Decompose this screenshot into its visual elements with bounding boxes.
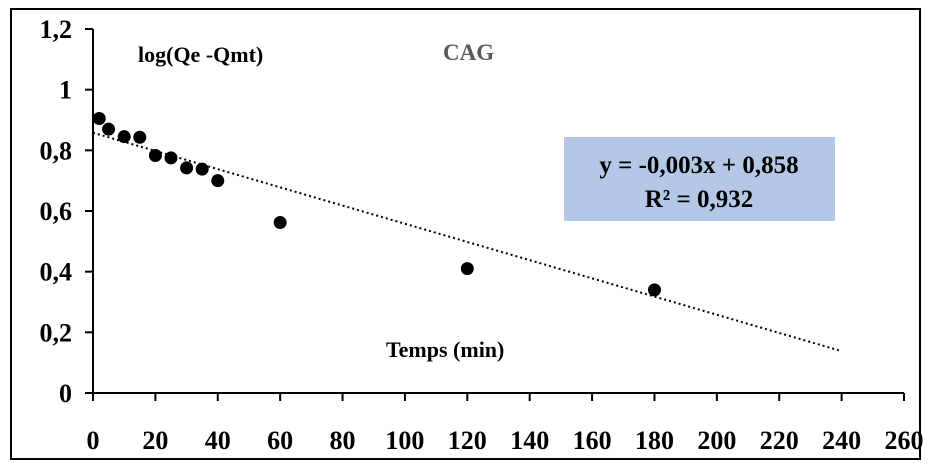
chart-frame	[10, 8, 921, 460]
chart-title: CAG	[443, 40, 494, 65]
y-tick-label: 1,2	[40, 15, 73, 44]
data-point	[273, 216, 287, 230]
y-tick-label: 0,8	[40, 136, 73, 165]
x-tick-label: 100	[385, 426, 424, 455]
x-tick-label: 120	[448, 426, 487, 455]
x-tick-label: 40	[205, 426, 231, 455]
x-tick-label: 60	[267, 426, 293, 455]
x-axis-label: Temps (min)	[386, 337, 504, 362]
data-point	[133, 130, 147, 144]
y-tick-label: 0,4	[40, 258, 73, 287]
x-tick-label: 0	[87, 426, 100, 455]
y-tick-label: 0	[59, 379, 72, 408]
data-point	[92, 111, 106, 125]
y-tick-label: 0,6	[40, 197, 73, 226]
y-axis-label: log(Qe -Qmt)	[138, 42, 263, 67]
data-point	[460, 262, 474, 276]
x-tick-label: 220	[760, 426, 799, 455]
x-tick-label: 160	[573, 426, 612, 455]
y-tick-label: 0,2	[40, 318, 73, 347]
x-tick-label: 80	[330, 426, 356, 455]
x-tick-label: 240	[822, 426, 861, 455]
data-point	[195, 162, 209, 176]
trendline-equation: y = -0,003x + 0,858	[599, 152, 798, 179]
x-tick-label: 180	[635, 426, 674, 455]
x-tick-label: 140	[510, 426, 549, 455]
y-tick-label: 1	[59, 76, 72, 105]
trendline-r2: R² = 0,932	[645, 186, 754, 213]
data-point	[164, 151, 178, 165]
data-point	[102, 122, 116, 136]
data-point	[211, 174, 225, 188]
x-ticks: 0 20 40 60 80 100 120 140 160 180 200 220 240 260	[87, 393, 924, 455]
data-point	[180, 161, 194, 175]
y-ticks: 0 0,2 0,4 0,6 0,8 1 1,2	[40, 15, 93, 408]
x-tick-label: 260	[885, 426, 924, 455]
data-point	[148, 148, 162, 162]
x-tick-label: 200	[697, 426, 736, 455]
data-point	[647, 283, 661, 297]
x-tick-label: 20	[142, 426, 168, 455]
points-layer	[92, 111, 661, 297]
equation-box	[564, 137, 835, 221]
data-point	[117, 130, 131, 144]
